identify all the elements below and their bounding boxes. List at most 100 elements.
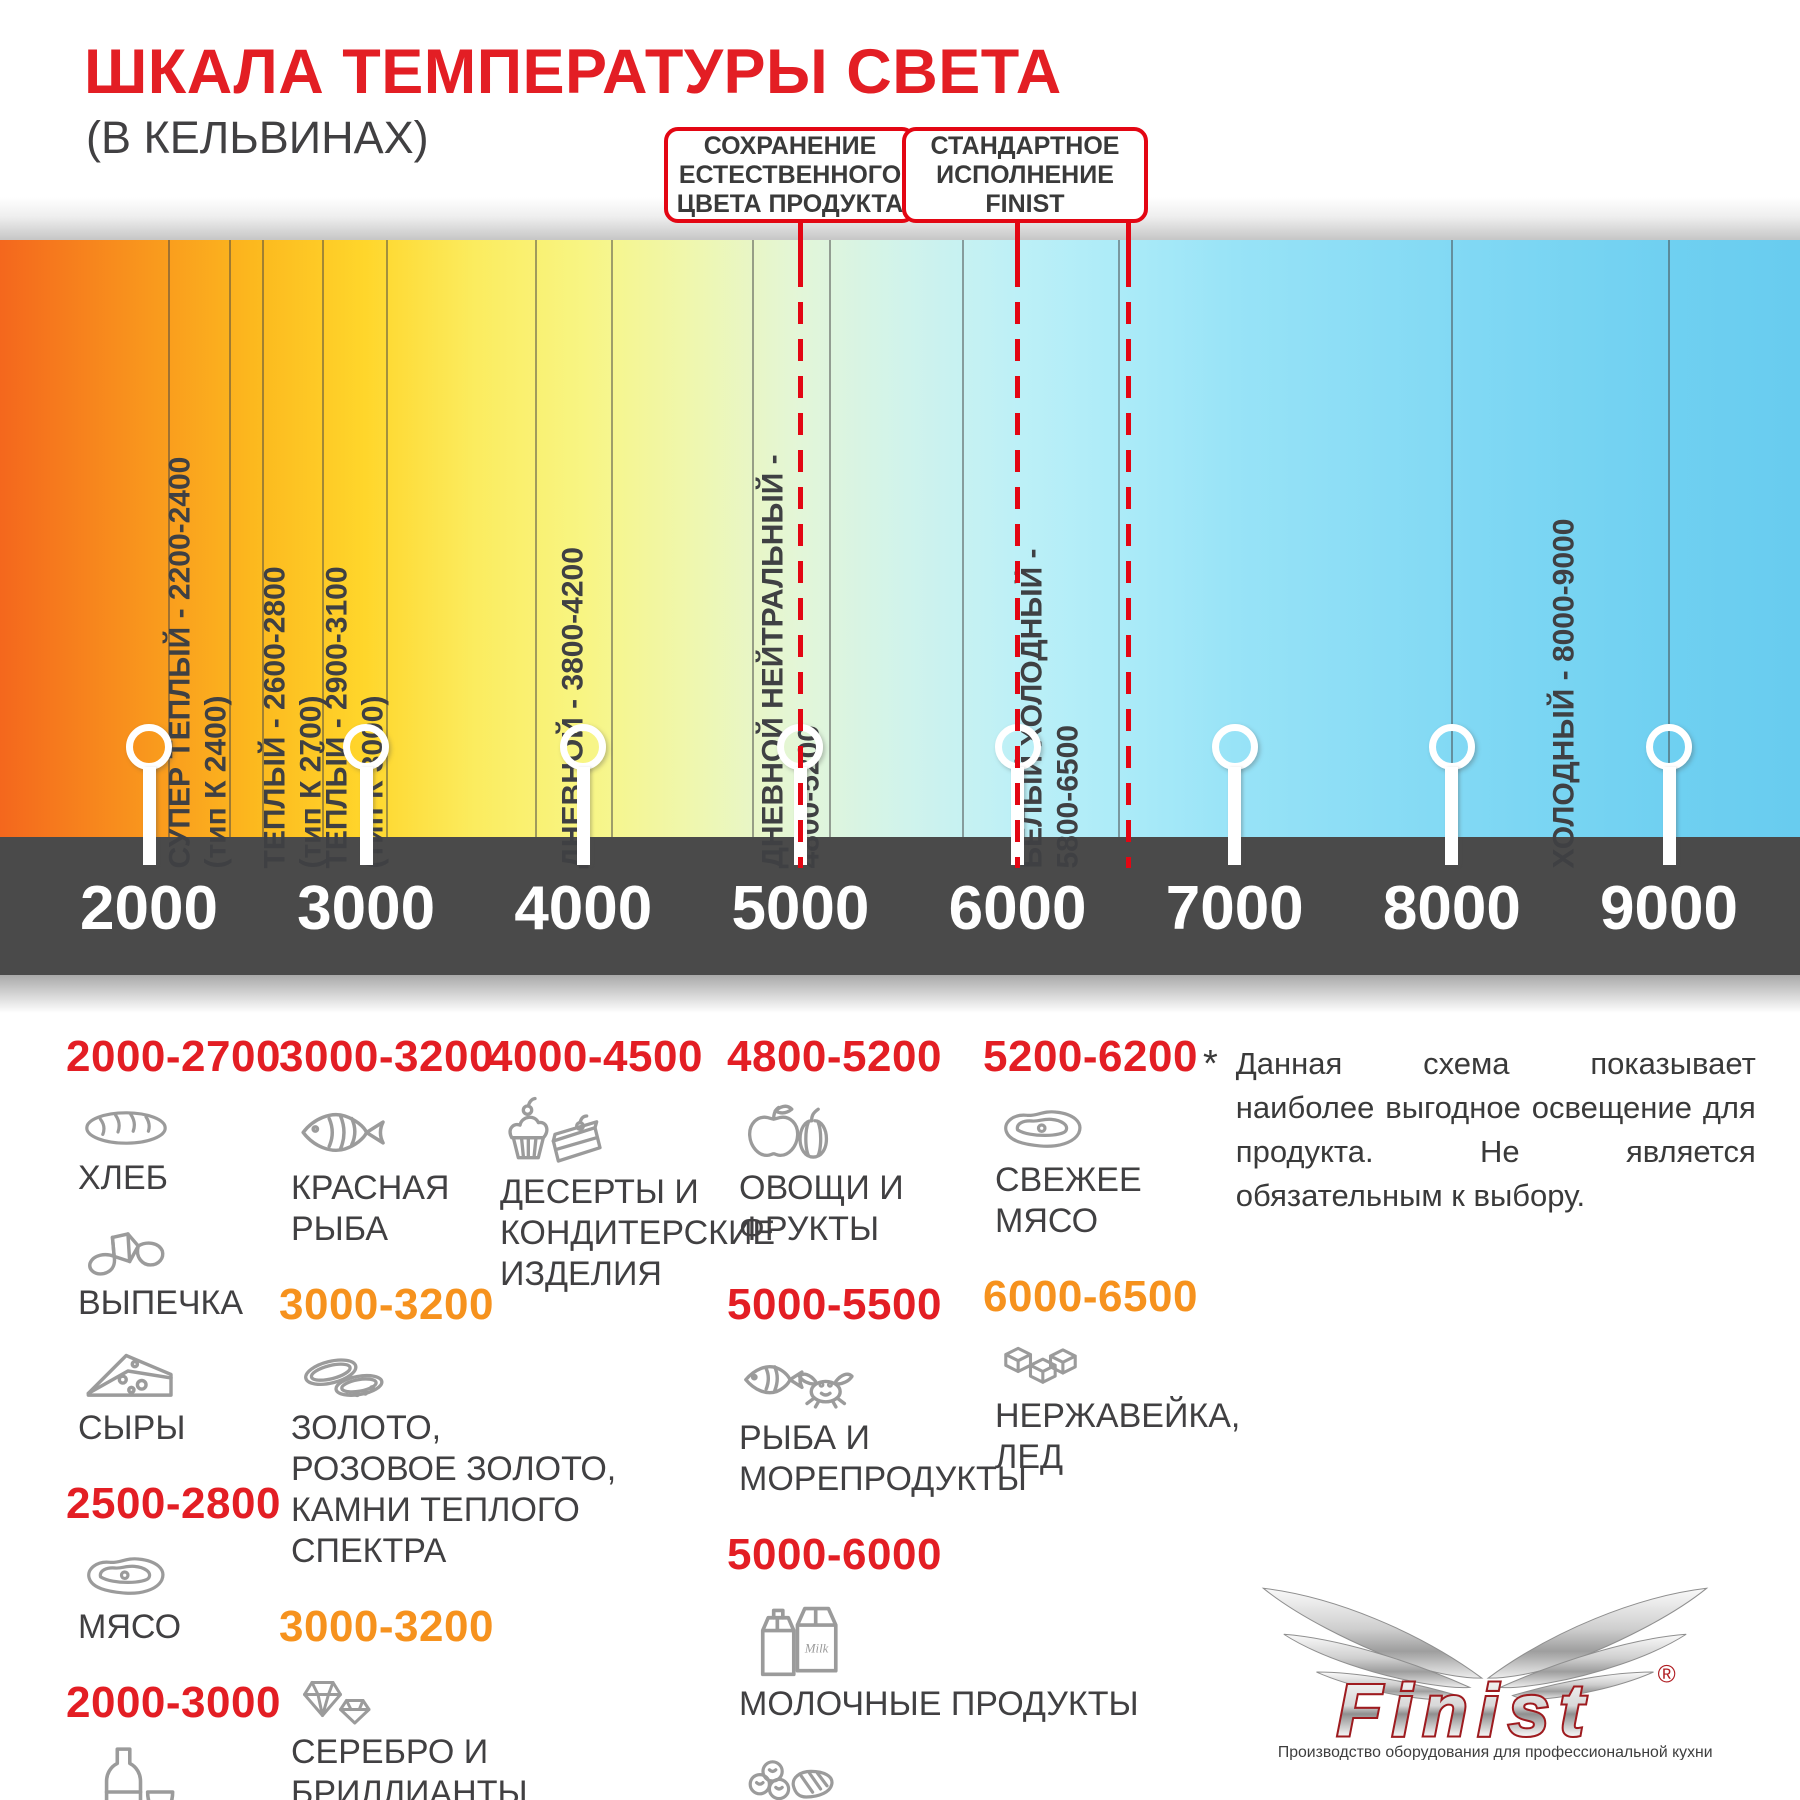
zone-divider: [751, 240, 754, 837]
temp-range-header: 6000-6500: [983, 1272, 1198, 1321]
product-label: ОВОЩИ И ФРУКТЫ: [739, 1169, 904, 1248]
callout-line: ИСПОЛНЕНИЕ: [936, 160, 1114, 189]
temp-range-header: 3000-3200: [279, 1602, 494, 1651]
cheese-icon: [78, 1340, 276, 1402]
logo-tagline: Производство оборудования для профессион…: [1278, 1744, 1713, 1760]
page-title: ШКАЛА ТЕМПЕРАТУРЫ СВЕТА: [84, 37, 1062, 107]
temp-range-header: 3000-3200: [279, 1280, 494, 1329]
product-item: ЗАМОРОЖЕННЫЕ ПОЛУФАБРИКАТЫ: [739, 1741, 987, 1800]
seafood-icon: [739, 1344, 987, 1412]
temp-range-header: 2000-2700: [66, 1032, 281, 1081]
temp-range-header: 4800-5200: [727, 1032, 942, 1081]
axis-label-3000: 3000: [297, 874, 436, 943]
croissant-icon: [78, 1215, 276, 1277]
zone-label-line: ДНЕВНОЙ НЕЙТРАЛЬНЫЙ -: [756, 453, 790, 868]
footnote: * Данная схема показывает наиболее выгод…: [1203, 1042, 1781, 1218]
scale-marker-2000: [126, 724, 172, 770]
product-column-3: 4000-4500 ДЕСЕРТЫ И КОНДИТЕРСКИЕ ИЗДЕЛИЯ: [488, 1032, 776, 1311]
milk-icon: Milk: [739, 1594, 987, 1678]
zone-divider: [167, 240, 170, 837]
temp-range-header: 5000-5500: [727, 1280, 942, 1329]
product-item: РЫБА И МОРЕПРОДУКТЫ: [739, 1344, 1027, 1500]
zone-label-line: СУПЕР ТЕПЛЫЙ - 2200-2400: [163, 456, 197, 868]
fish-icon: [291, 1096, 514, 1162]
temperature-gradient-band: СУПЕР ТЕПЛЫЙ - 2200-2400 (тип К 2400) ТЕПЛ…: [0, 240, 1800, 868]
brand-wordmark: Finist: [1337, 1668, 1594, 1751]
zone-label: ТЕПЛЫЙ - 2900-3100 (тип К 3000): [319, 493, 391, 868]
desserts-icon: [500, 1096, 733, 1166]
product-item: МЯСО: [78, 1543, 276, 1648]
guide-line-dashed: [1125, 265, 1131, 868]
product-item: ЗОЛОТО, РОЗОВОЕ ЗОЛОТО, КАМНИ ТЕПЛОГО СП…: [291, 1344, 616, 1572]
zone-divider: [262, 240, 264, 837]
temp-range-header: 3000-3200: [279, 1032, 494, 1081]
product-column-4: 4800-5200 ОВОЩИ И ФРУКТЫ 5000-5500 РЫБА И М…: [727, 1032, 1139, 1800]
zone-label-line: ТЕПЛЫЙ - 2600-2800: [258, 565, 292, 868]
temp-range-header: 2000-3000: [66, 1678, 281, 1727]
scale-marker-stem: [1662, 767, 1676, 865]
axis-label-4000: 4000: [514, 874, 653, 943]
steak-icon: [995, 1096, 1228, 1154]
zone-divider: [534, 240, 537, 837]
product-item: СЕРЕБРО И БРИЛЛИАНТЫ: [291, 1666, 528, 1800]
guide-line-solid: [1015, 223, 1021, 265]
zone-divider: [610, 240, 613, 837]
callout-natural-color: СОХРАНЕНИЕ ЕСТЕСТВЕННОГО ЦВЕТА ПРОДУКТА: [664, 127, 916, 223]
scale-marker-stem: [1445, 767, 1459, 865]
zone-divider: [321, 240, 324, 837]
product-label: ВЫПЕЧКА: [78, 1284, 244, 1322]
product-label: РЫБА И МОРЕПРОДУКТЫ: [739, 1419, 1027, 1498]
kelvin-axis-band: [0, 837, 1800, 975]
product-item: СВЕЖЕЕ МЯСО: [995, 1096, 1228, 1242]
product-item: КРАСНАЯ РЫБА: [291, 1096, 514, 1250]
scale-marker-8000: [1428, 724, 1475, 770]
product-label: ДЕСЕРТЫ И КОНДИТЕРСКИЕ ИЗДЕЛИЯ: [500, 1173, 776, 1293]
product-label: НЕРЖАВЕЙКА, ЛЕД: [995, 1397, 1241, 1476]
guide-line-solid: [1125, 223, 1131, 265]
alcohol-icon: [78, 1742, 276, 1800]
product-item: ВЫПЕЧКА: [78, 1215, 276, 1324]
scale-marker-stem: [576, 767, 590, 865]
callout-text: СОХРАНЕНИЕ ЕСТЕСТВЕННОГО ЦВЕТА ПРОДУКТА: [677, 132, 903, 219]
product-item: Milk МОЛОЧНЫЕ ПРОДУКТЫ: [739, 1594, 1139, 1725]
zone-label: ДНЕВНОЙ НЕЙТРАЛЬНЫЙ -4800-5200: [756, 453, 828, 868]
product-label: МОЛОЧНЫЕ ПРОДУКТЫ: [739, 1685, 1139, 1723]
bread-icon: [78, 1096, 276, 1152]
zone-label: СУПЕР ТЕПЛЫЙ - 2200-2400 (тип К 2400): [163, 456, 235, 868]
zone-label: БЕЛЫЙ ХОЛОДНЫЙ -5800-6500: [1014, 493, 1086, 868]
diamond-icon: [291, 1666, 514, 1726]
guide-line-dashed: [797, 265, 803, 868]
footnote-asterisk: *: [1203, 1043, 1218, 1085]
callout-line: СТАНДАРТНОЕ: [930, 131, 1120, 160]
scale-marker-stem: [359, 767, 373, 865]
callout-line: FINIST: [985, 189, 1065, 218]
scale-marker-stem: [1228, 767, 1242, 865]
product-label: КРАСНАЯ РЫБА: [291, 1169, 450, 1248]
zone-divider: [385, 240, 388, 837]
axis-label-7000: 7000: [1165, 874, 1304, 943]
frozen-icon: [739, 1741, 987, 1800]
finist-logo: Finist ® Производство оборудования для п…: [1261, 1587, 1713, 1760]
axis-label-2000: 2000: [80, 874, 218, 943]
vegetables-icon: [739, 1096, 987, 1162]
callout-finist-standard: СТАНДАРТНОЕ ИСПОЛНЕНИЕ FINIST: [902, 127, 1148, 223]
scale-marker-7000: [1211, 724, 1258, 770]
product-column-5: 5200-6200 СВЕЖЕЕ МЯСО 6000-6500 НЕРЖАВЕЙКА,…: [983, 1032, 1241, 1494]
product-column-2: 3000-3200 КРАСНАЯ РЫБА 3000-3200 ЗОЛОТО, РО…: [279, 1032, 616, 1800]
scale-marker-3000: [343, 724, 390, 770]
product-label: ХЛЕБ: [78, 1159, 168, 1197]
product-item: АКОГОЛЬ: [78, 1742, 276, 1800]
zone-label-subline: (тип К 2400): [199, 695, 233, 868]
wings-icon: [1261, 1587, 1709, 1701]
product-item: НЕРЖАВЕЙКА, ЛЕД: [995, 1336, 1241, 1478]
callout-line: СОХРАНЕНИЕ: [703, 131, 877, 160]
product-item: ДЕСЕРТЫ И КОНДИТЕРСКИЕ ИЗДЕЛИЯ: [500, 1096, 776, 1295]
temp-range-header: 4000-4500: [488, 1032, 703, 1081]
zone-divider: [1117, 240, 1120, 837]
zone-divider: [962, 240, 965, 837]
product-label: СЕРЕБРО И БРИЛЛИАНТЫ: [291, 1733, 528, 1800]
zone-label-line: ТЕПЛЫЙ - 2900-3100: [320, 565, 354, 868]
zone-divider: [1450, 240, 1453, 837]
product-label: СЫРЫ: [78, 1409, 186, 1447]
product-column-1: 2000-2700 ХЛЕБ ВЫПЕЧКА СЫРЫ 2500-2800 МЯСО 200…: [66, 1032, 281, 1800]
